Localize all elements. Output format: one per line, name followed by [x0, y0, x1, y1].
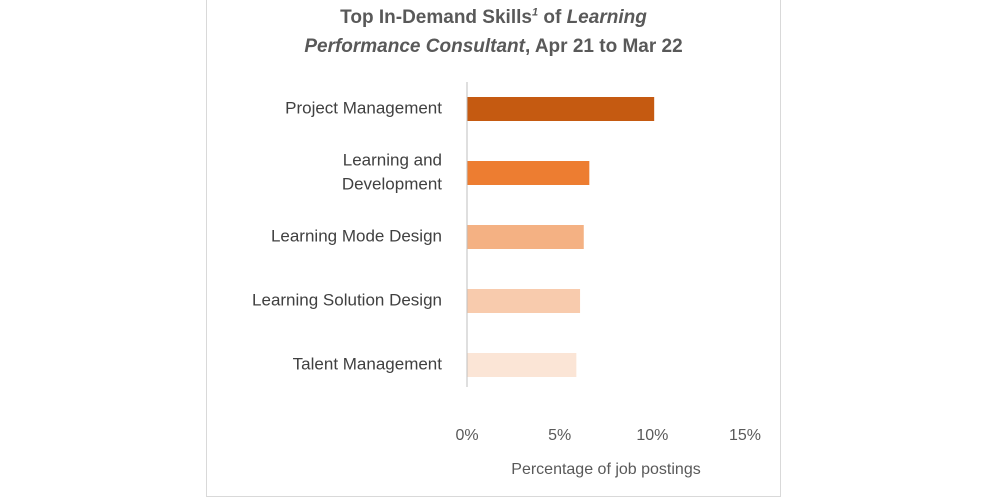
x-tick-label: 5% — [548, 427, 571, 444]
bar — [467, 353, 577, 377]
chart-title-part-1: Top In-Demand Skills — [340, 7, 532, 28]
footnote-marker: 1 — [531, 6, 539, 19]
chart-title-job-role: Performance Consultant — [304, 36, 525, 57]
bar — [467, 97, 655, 121]
x-axis-title: Percentage of job postings — [511, 461, 700, 478]
category-label: Learning Solution Design — [252, 290, 442, 309]
chart-title-part-3: Learning — [566, 7, 647, 28]
chart-title-line-1: Top In-Demand Skills1 of Learning — [206, 3, 781, 32]
category-label: Project Management — [285, 98, 442, 117]
category-label: Development — [342, 174, 442, 193]
bar — [467, 161, 590, 185]
category-label: Learning and — [343, 150, 442, 169]
chart-title-date-range: , Apr 21 to Mar 22 — [524, 36, 683, 57]
category-label: Talent Management — [293, 354, 443, 373]
bar — [467, 289, 581, 313]
x-tick-label: 15% — [729, 427, 761, 444]
chart-title-line-2: Performance Consultant, Apr 21 to Mar 22 — [206, 32, 781, 61]
bar — [467, 225, 584, 249]
x-tick-label: 0% — [455, 427, 478, 444]
chart-title-part-2: of — [538, 7, 567, 28]
x-tick-label: 10% — [636, 427, 668, 444]
category-label: Learning Mode Design — [271, 226, 442, 245]
